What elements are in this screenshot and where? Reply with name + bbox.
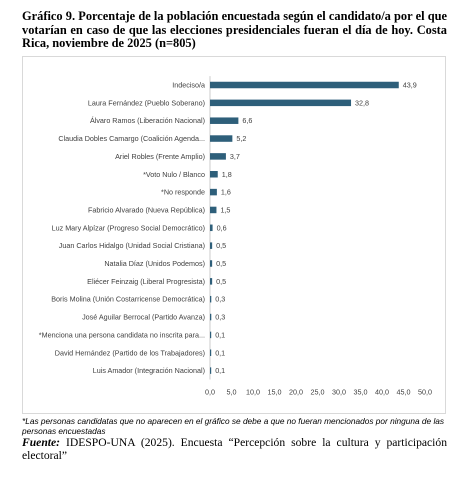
- category-label: Eliécer Feinzaig (Liberal Progresista): [87, 277, 205, 286]
- data-label: 5,2: [236, 134, 246, 143]
- data-label: 32,8: [355, 98, 369, 107]
- chart-title: Gráfico 9. Porcentaje de la población en…: [22, 9, 447, 51]
- x-tick-label: 30,0: [332, 388, 346, 397]
- data-label: 0,3: [215, 313, 225, 322]
- bar: [210, 278, 213, 285]
- category-label: Juan Carlos Hidalgo (Unidad Social Crist…: [59, 241, 205, 250]
- bar-chart: Indeciso/a 43,9 Laura Fernández (Pueblo So…: [39, 76, 432, 397]
- data-label: 0,3: [215, 295, 225, 304]
- bar: [210, 117, 239, 124]
- bar: [210, 260, 213, 267]
- x-tick-label: 50,0: [418, 388, 432, 397]
- bar: [210, 188, 217, 196]
- category-label: Claudia Dobles Camargo (Coalición Agenda…: [58, 134, 205, 143]
- category-label: Luis Amador (Integración Nacional): [93, 366, 205, 375]
- chart-area: Indeciso/a 43,9 Laura Fernández (Pueblo So…: [22, 56, 446, 414]
- x-tick-label: 5,0: [227, 388, 237, 397]
- chart-footnote: *Las personas candidatas que no aparecen…: [22, 416, 445, 436]
- data-label: 0,5: [216, 277, 226, 286]
- bar: [210, 295, 212, 303]
- bar: [210, 349, 212, 356]
- bar: [210, 135, 233, 142]
- bar: [210, 331, 212, 339]
- category-label: *No responde: [161, 188, 205, 197]
- x-tick-label: 15,0: [268, 388, 282, 397]
- bar: [210, 242, 213, 249]
- x-tick-label: 40,0: [375, 388, 389, 397]
- category-label: Fabricio Alvarado (Nueva República): [88, 205, 205, 214]
- category-label: Boris Molina (Unión Costarricense Democr…: [51, 295, 205, 304]
- data-label: 0,1: [215, 330, 225, 339]
- x-tick-label: 35,0: [354, 388, 368, 397]
- data-label: 0,5: [216, 259, 226, 268]
- x-tick-label: 0,0: [205, 388, 215, 397]
- bar: [210, 367, 212, 374]
- category-label: Álvaro Ramos (Liberación Nacional): [90, 116, 205, 125]
- bar: [210, 171, 218, 178]
- bar: [210, 99, 352, 107]
- category-label: *Menciona una persona candidata no inscr…: [39, 330, 205, 339]
- bar: [210, 153, 226, 160]
- category-label: Ariel Robles (Frente Amplio): [115, 152, 205, 161]
- x-tick-label: 20,0: [289, 388, 303, 397]
- category-label: Indeciso/a: [172, 81, 205, 90]
- data-label: 43,9: [403, 81, 417, 90]
- category-label: Laura Fernández (Pueblo Soberano): [88, 98, 205, 107]
- data-label: 0,1: [215, 366, 225, 375]
- category-label: David Hernández (Partido de los Trabajad…: [55, 348, 205, 357]
- data-label: 0,5: [216, 241, 226, 250]
- data-label: 6,6: [242, 116, 252, 125]
- source-text: IDESPO-UNA (2025). Encuesta “Percepción …: [22, 436, 447, 462]
- bar: [210, 224, 213, 232]
- data-label: 3,7: [230, 152, 240, 161]
- category-label: *Voto Nulo / Blanco: [143, 170, 205, 179]
- category-label: Natalia Díaz (Unidos Podemos): [104, 259, 205, 268]
- data-label: 0,6: [217, 223, 227, 232]
- data-label: 0,1: [215, 348, 225, 357]
- data-label: 1,6: [221, 188, 231, 197]
- x-tick-label: 25,0: [311, 388, 325, 397]
- category-label: José Aguilar Berrocal (Partido Avanza): [82, 313, 205, 322]
- source-label: Fuente:: [22, 436, 61, 449]
- bar: [210, 81, 399, 89]
- bar: [210, 313, 212, 321]
- data-label: 1,8: [222, 170, 232, 179]
- bar: [210, 206, 217, 214]
- data-label: 1,5: [220, 205, 230, 214]
- source-note: Fuente: IDESPO-UNA (2025). Encuesta “Per…: [22, 436, 447, 462]
- category-label: Luz Mary Alpízar (Progreso Social Democr…: [52, 223, 205, 232]
- x-tick-label: 10,0: [246, 388, 260, 397]
- x-tick-label: 45,0: [397, 388, 411, 397]
